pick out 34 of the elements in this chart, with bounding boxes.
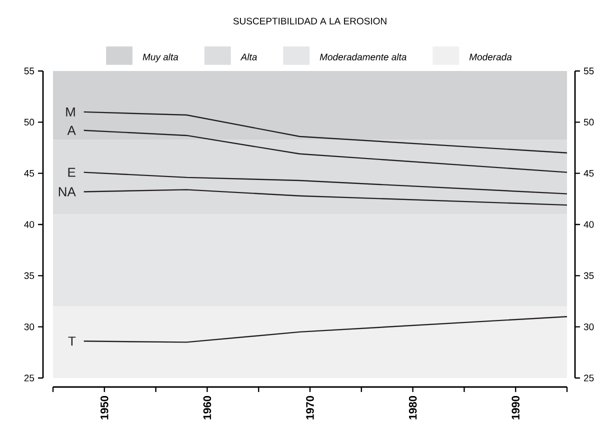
legend-label: Moderadamente alta (320, 53, 406, 60)
series-label: NA (58, 187, 76, 196)
series-label: E (68, 168, 76, 177)
y-tick-label: 35 (24, 272, 34, 280)
y2-tick-label: 25 (584, 374, 594, 382)
y2-tick-label: 55 (584, 68, 594, 74)
y2-tick-label: 30 (584, 323, 594, 330)
x-tick-label: 1950 (100, 396, 108, 420)
legend-label: Moderada (469, 53, 512, 60)
series-label: M (66, 107, 75, 116)
y2-tick-label: 45 (584, 170, 594, 177)
series-label: T (68, 336, 76, 346)
x-tick-label: 1980 (408, 396, 417, 420)
series-label: A (67, 126, 76, 135)
line-series (83, 111, 568, 154)
y-tick-label: 45 (24, 170, 34, 177)
y2-tick-label: 40 (584, 221, 594, 228)
chart-title: SUSCEPTIBILIDAD A LA EROSION (233, 18, 386, 24)
line-series (83, 172, 568, 194)
x-tick-label: 1990 (512, 396, 520, 420)
y-tick-label: 25 (24, 374, 34, 382)
y-tick-label: 40 (24, 221, 34, 228)
line-series (83, 189, 568, 206)
line-series (83, 316, 568, 343)
line-series (83, 130, 568, 173)
y2-tick-label: 35 (584, 272, 594, 280)
y-tick-label: 30 (24, 323, 34, 330)
x-tick-label: 1960 (203, 396, 212, 420)
y-tick-label: 55 (24, 68, 34, 74)
x-tick-label: 1970 (306, 396, 314, 420)
legend-label: Muy alta (142, 53, 178, 62)
y2-tick-label: 50 (584, 118, 594, 126)
y-tick-label: 50 (24, 118, 34, 126)
legend-label: Alta (240, 53, 257, 60)
